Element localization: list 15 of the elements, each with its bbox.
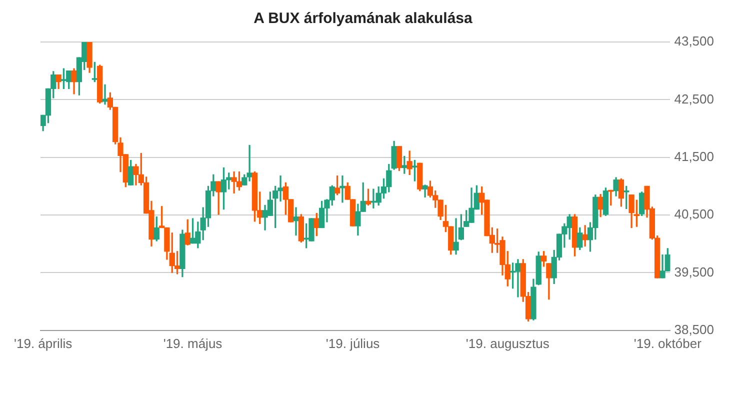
x-tick-label: '19. október [634,336,702,351]
candlestick [293,207,299,236]
y-tick-label: 42,500 [674,91,714,106]
y-tick-label: 41,500 [674,148,714,164]
candlestick [340,175,346,203]
candlestick [582,225,588,247]
x-tick-label: '19. augusztus [466,336,550,351]
y-tick-label: 38,500 [674,322,714,337]
x-tick-label: '19. július [326,336,380,351]
chart-title: A BUX árfolyamának alakulása [254,10,474,28]
y-tick-label: 43,500 [674,34,714,49]
x-tick-label: '19. április [14,336,73,351]
y-tick-label: 39,500 [674,264,714,280]
x-tick-label: '19. május [163,336,223,351]
y-tick-label: 40,500 [674,206,714,222]
